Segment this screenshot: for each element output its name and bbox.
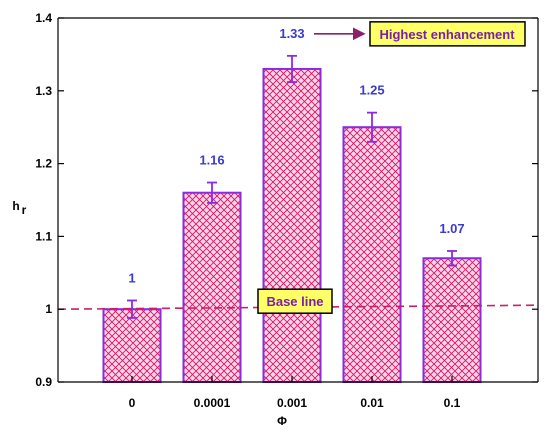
baseline-annotation-box [257,288,333,314]
y-axis-label-subscript: r [22,203,27,217]
x-tick-label-0.1: 0.1 [444,396,461,410]
x-tick-label-0: 0 [129,396,136,410]
y-tick-label-1.2: 1.2 [35,157,52,171]
baseline-annotation-label: Base line [266,294,323,309]
y-tick-label-1.1: 1.1 [35,229,52,243]
bar-0.0001 [182,191,242,383]
data-label-0.001: 1.33 [279,26,304,41]
x-tick-label-0.01: 0.01 [360,396,384,410]
y-axis-label: h [12,199,19,213]
bar-0 [102,308,162,384]
highlight-annotation-box [369,21,526,47]
data-label-0.1: 1.07 [439,221,464,236]
x-tick-label-0.001: 0.001 [277,396,307,410]
y-tick-label-1: 1 [45,302,52,316]
highlight-annotation-label: Highest enhancement [379,27,515,42]
bar-0.001 [262,67,322,384]
bar-0.1 [422,257,482,383]
data-label-0: 1 [128,270,135,285]
y-tick-label-1.3: 1.3 [35,84,52,98]
plot-area: 1 1.16 1.33 1.25 1.07 Base line Highest enhanc… [12,11,539,428]
bar-0.01 [342,126,402,383]
x-tick-label-0.0001: 0.0001 [194,396,231,410]
x-axis-label: Φ [277,414,287,428]
data-label-0.0001: 1.16 [199,153,224,168]
y-tick-label-1.4: 1.4 [35,11,52,25]
y-tick-label-0.9: 0.9 [35,375,52,389]
data-label-0.01: 1.25 [359,83,384,98]
